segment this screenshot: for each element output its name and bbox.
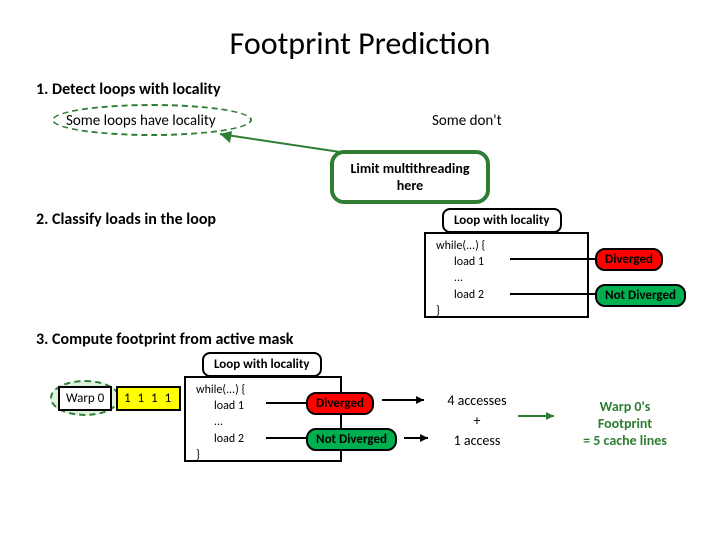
section3-heading: 3. Compute footprint from active mask [36,330,293,349]
section1-heading: 1. Detect loops with locality [36,80,221,99]
arrow-notdiverged-calc [404,430,439,446]
calc-line1: 4 accesses [432,392,522,409]
code-load1: load 1 [426,254,587,270]
arrow-diverged-calc [382,392,437,408]
footprint-line3: = 5 cache lines [560,432,690,449]
section2-box-title: Loop with locality [442,208,562,233]
calc-line3: 1 access [432,432,522,449]
section3-notdiverged-tag: Not Diverged [306,428,397,451]
section2-diverged-tag: Diverged [595,248,663,271]
warp-label: Warp 0 [58,386,112,411]
code-while: while(...) { [426,234,587,254]
connector-2 [510,293,595,295]
code-dots: ... [426,270,587,286]
footprint-note: Warp 0's Footprint = 5 cache lines [560,398,690,449]
connector-4 [266,437,306,439]
callout-text: Limit multithreading here [344,160,476,194]
footprint-line2: Footprint [560,415,690,432]
limit-multithreading-callout: Limit multithreading here [330,150,490,204]
section3-diverged-tag: Diverged [306,392,374,415]
section3-box-title: Loop with locality [202,352,322,377]
page-title: Footprint Prediction [0,24,720,63]
code-close: } [426,303,587,319]
locality-right-label: Some don't [432,112,502,130]
footprint-line1: Warp 0's [560,398,690,415]
section2-notdiverged-tag: Not Diverged [595,284,686,307]
mask-box: 1 1 1 1 [116,386,181,411]
section2-heading: 2. Classify loads in the loop [36,210,216,229]
calc-line2: + [432,412,522,429]
connector-3 [266,402,306,404]
connector-1 [510,258,595,260]
arrow-calc-footprint [518,408,566,424]
section2-code-box: while(...) { load 1 ... load 2 } [424,232,589,318]
